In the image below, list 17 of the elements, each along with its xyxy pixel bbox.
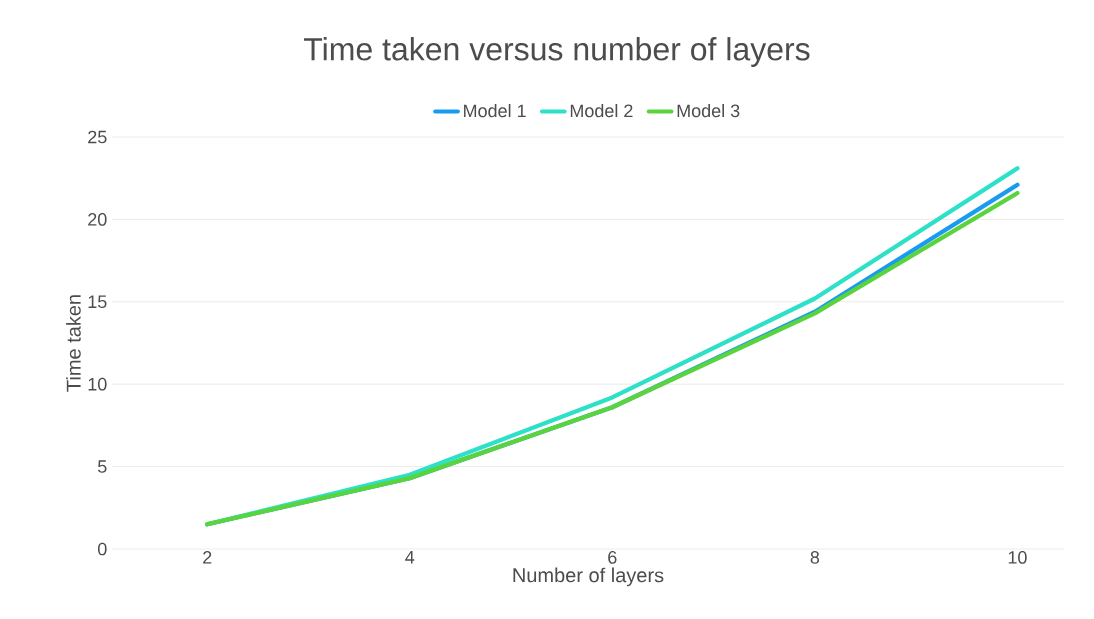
x-axis-title: Number of layers [513,567,664,587]
y-tick-label: 0 [98,542,107,556]
x-tick-label: 8 [810,551,820,564]
x-tick-label: 10 [1008,551,1027,564]
y-tick-label: 5 [98,460,107,473]
legend-label: Model 3 [677,103,740,118]
legend-label: Model 1 [464,103,526,118]
y-tick-label: 25 [88,130,107,144]
chart-title: Time taken versus number of layers [303,37,810,67]
legend-label: Model 2 [570,103,633,118]
x-tick-label: 6 [608,551,617,564]
x-tick-label: 4 [405,551,415,564]
x-tick-label: 2 [203,551,212,564]
y-tick-label: 15 [88,295,107,309]
y-tick-label: 10 [88,377,107,391]
y-axis-title: Time taken [66,295,81,392]
y-tick-label: 20 [88,213,107,226]
